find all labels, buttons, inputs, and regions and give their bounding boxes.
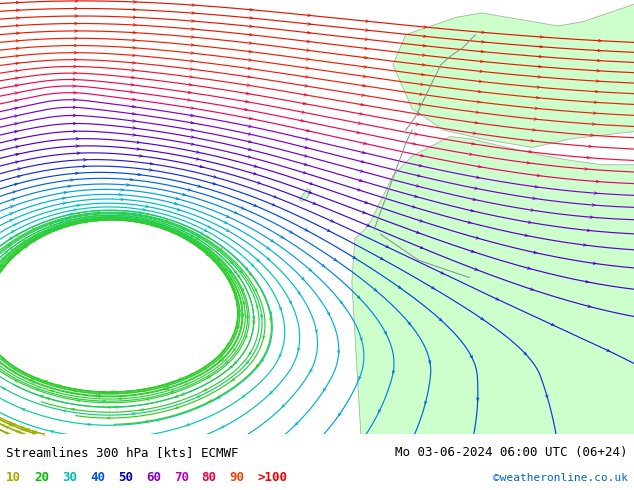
Text: 70: 70 bbox=[174, 471, 189, 484]
Text: 10: 10 bbox=[6, 471, 22, 484]
Text: 30: 30 bbox=[62, 471, 77, 484]
Text: Mo 03-06-2024 06:00 UTC (06+24): Mo 03-06-2024 06:00 UTC (06+24) bbox=[395, 446, 628, 459]
Text: 90: 90 bbox=[230, 471, 245, 484]
Polygon shape bbox=[393, 0, 634, 147]
Text: 50: 50 bbox=[118, 471, 133, 484]
Polygon shape bbox=[352, 137, 634, 442]
Text: 60: 60 bbox=[146, 471, 161, 484]
Text: 20: 20 bbox=[34, 471, 49, 484]
Text: ©weatheronline.co.uk: ©weatheronline.co.uk bbox=[493, 472, 628, 483]
Text: 80: 80 bbox=[202, 471, 217, 484]
Text: Streamlines 300 hPa [kts] ECMWF: Streamlines 300 hPa [kts] ECMWF bbox=[6, 446, 239, 459]
Text: >100: >100 bbox=[257, 471, 287, 484]
Polygon shape bbox=[299, 189, 311, 202]
Text: 40: 40 bbox=[90, 471, 105, 484]
